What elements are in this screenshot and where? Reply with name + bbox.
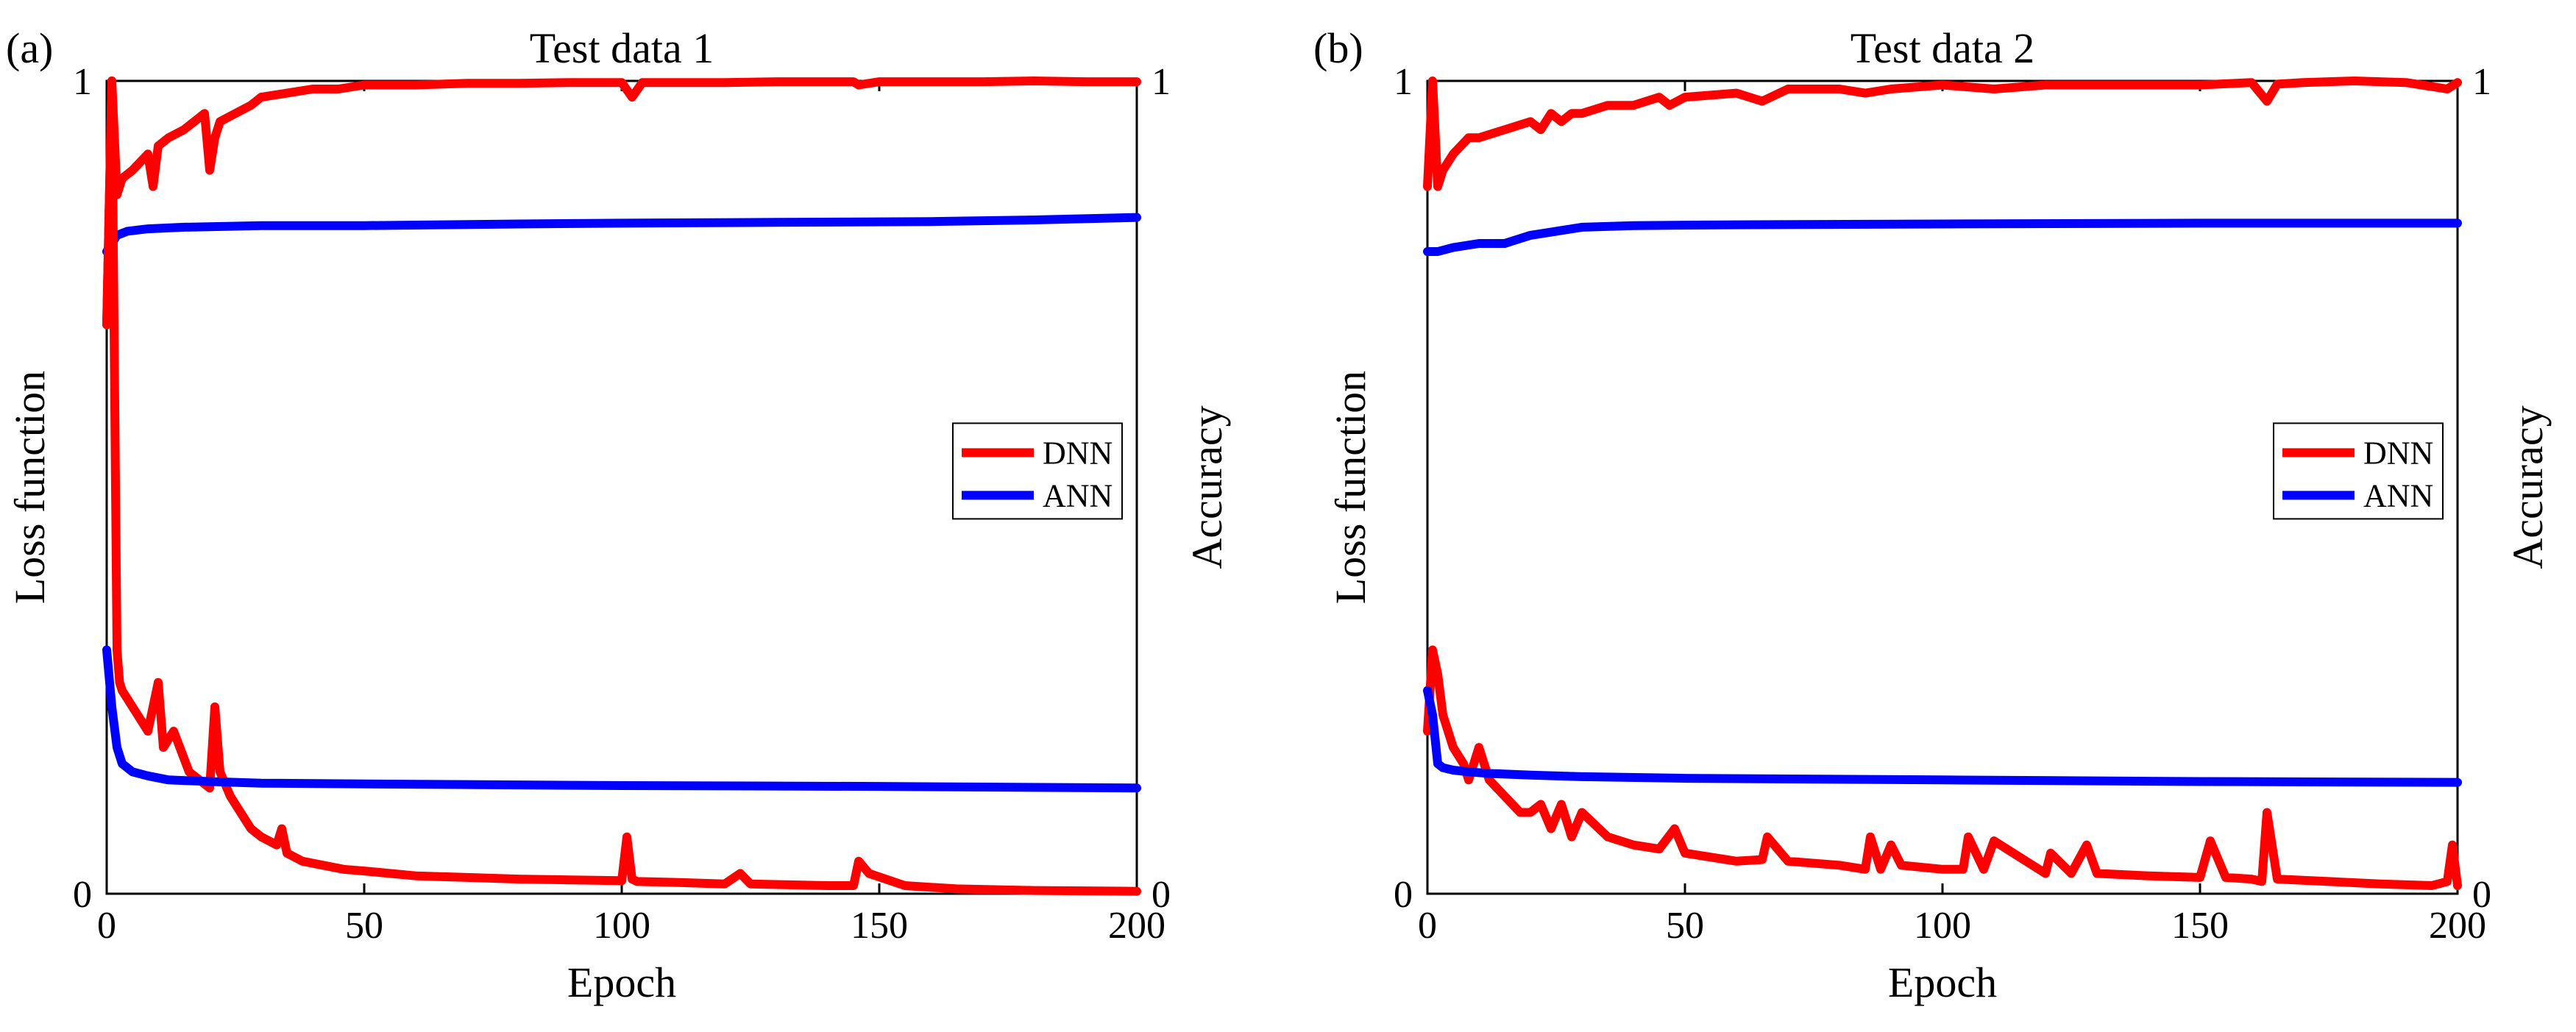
- x-tick-label: 100: [1914, 905, 1971, 947]
- legend-label-dnn: DNN: [1043, 435, 1113, 471]
- series-line-dnn-loss: [1423, 645, 2462, 890]
- y-right-tick-label: 0: [2472, 874, 2491, 916]
- x-tick-label: 200: [1108, 905, 1165, 947]
- series-line-dnn-accuracy: [1423, 76, 2462, 191]
- y-right-axis-label: Accuracy: [2504, 405, 2552, 569]
- series-line-ann-loss: [102, 645, 1141, 793]
- legend-label-ann: ANN: [1043, 477, 1113, 513]
- series-line-ann-accuracy: [1423, 218, 2462, 256]
- chart-title: Test data 2: [1851, 24, 2034, 72]
- y-left-axis-label: Loss function: [1327, 371, 1374, 604]
- chart-title: Test data 1: [530, 24, 714, 72]
- y-left-tick-label: 1: [1394, 61, 1413, 103]
- x-tick-label: 200: [2429, 905, 2486, 947]
- legend-label-dnn: DNN: [2363, 435, 2433, 471]
- series-line-dnn-loss: [102, 76, 1141, 896]
- legend-box: [952, 422, 1123, 520]
- y-right-tick-label: 1: [2472, 61, 2491, 103]
- x-axis-label: Epoch: [567, 958, 676, 1006]
- y-right-tick-label: 0: [1152, 874, 1171, 916]
- panel-label: (b): [1313, 24, 1363, 72]
- y-left-tick-label: 1: [73, 61, 92, 103]
- y-left-axis-label: Loss function: [6, 371, 54, 604]
- y-right-axis-label: Accuracy: [1183, 405, 1231, 569]
- x-tick-label: 0: [1418, 905, 1437, 947]
- series-line-dnn-accuracy: [102, 76, 1141, 330]
- y-left-tick-label: 0: [73, 874, 92, 916]
- series-line-ann-accuracy: [102, 213, 1141, 256]
- y-right-tick-label: 1: [1152, 61, 1171, 103]
- legend-label-ann: ANN: [2363, 477, 2433, 513]
- x-tick-label: 50: [345, 905, 383, 947]
- legend: DNN ANN: [952, 422, 1123, 520]
- legend: DNN ANN: [2273, 422, 2444, 520]
- series-line-ann-loss: [1423, 686, 2462, 787]
- y-left-tick-label: 0: [1394, 874, 1413, 916]
- x-tick-label: 150: [851, 905, 908, 947]
- x-axis-label: Epoch: [1888, 958, 1997, 1006]
- x-tick-label: 150: [2171, 905, 2229, 947]
- panel-label: (a): [6, 24, 53, 72]
- x-tick-label: 0: [97, 905, 116, 947]
- x-tick-label: 100: [593, 905, 650, 947]
- legend-box: [2273, 422, 2444, 520]
- x-tick-label: 50: [1666, 905, 1704, 947]
